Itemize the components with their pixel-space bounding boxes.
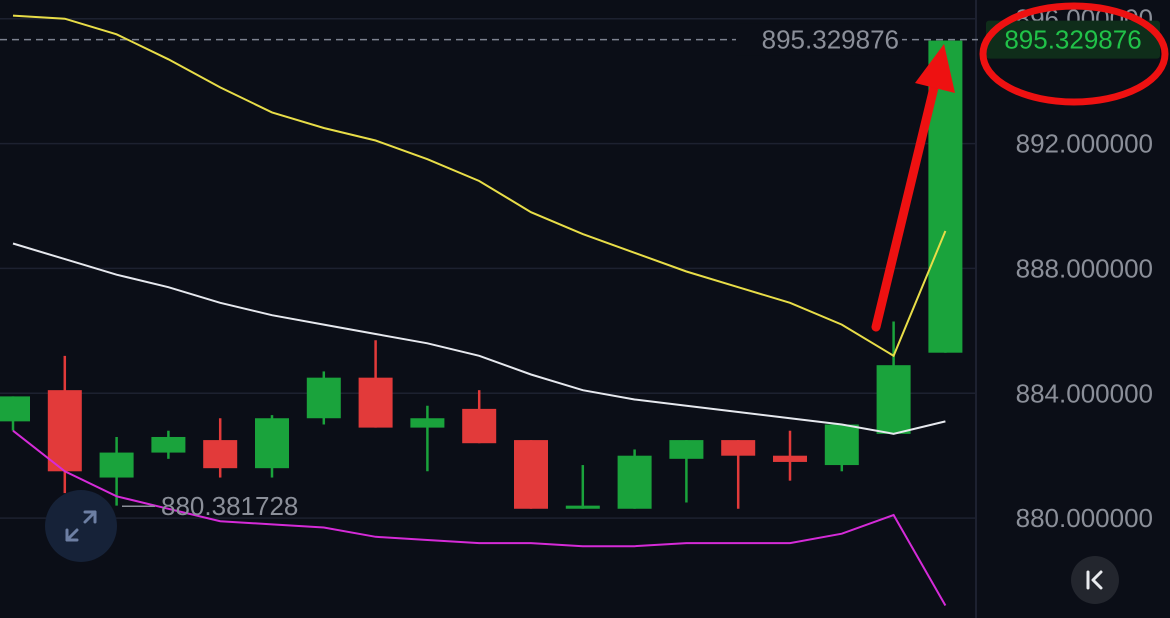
candle-body xyxy=(410,418,445,428)
candle-body xyxy=(462,408,497,444)
collapse-left-icon xyxy=(1086,570,1103,590)
expand-button[interactable] xyxy=(45,490,117,562)
candle-body xyxy=(824,424,859,466)
candle-body xyxy=(203,440,238,469)
annotation-arrow-head xyxy=(915,44,955,93)
candle xyxy=(410,405,445,472)
candle xyxy=(721,440,756,509)
candle-body xyxy=(255,418,289,469)
candle xyxy=(203,418,238,478)
y-tick-label: 892.000000 xyxy=(1016,129,1153,159)
candle-body xyxy=(514,440,548,509)
candle-body xyxy=(876,365,911,434)
current-price-line-label: 895.329876 xyxy=(762,25,899,55)
ma-lower-line xyxy=(12,429,947,606)
annotation-arrow-shaft xyxy=(871,70,942,332)
scroll-to-latest-button[interactable] xyxy=(1071,556,1119,604)
candle xyxy=(669,440,704,503)
candle xyxy=(824,424,859,472)
candle xyxy=(565,465,600,509)
min-marker-label: 880.381728 xyxy=(161,491,298,521)
ma-middle-line xyxy=(12,242,946,435)
candle xyxy=(876,321,911,434)
price-line-label-bg xyxy=(736,23,902,56)
ma-upper-line xyxy=(12,14,947,358)
candle-body xyxy=(358,377,393,428)
candle-body xyxy=(151,436,186,453)
candle-body xyxy=(0,396,30,422)
candle-body xyxy=(773,455,807,462)
candle xyxy=(358,340,393,428)
candle xyxy=(47,355,82,494)
expand-arrows-icon xyxy=(65,510,97,542)
candle-body xyxy=(669,440,704,459)
candle xyxy=(99,436,134,506)
y-tick-label: 880.000000 xyxy=(1016,503,1153,533)
candle-body xyxy=(47,390,82,472)
candle-body xyxy=(721,440,756,456)
candle-body xyxy=(306,377,341,419)
candle xyxy=(514,440,548,509)
candle-body xyxy=(565,505,600,509)
y-tick-label: 884.000000 xyxy=(1016,378,1153,408)
candle xyxy=(617,449,652,509)
candle xyxy=(306,371,341,425)
candle-body xyxy=(617,455,652,509)
y-tick-label: 888.000000 xyxy=(1016,253,1153,283)
annotation-circle xyxy=(979,2,1169,106)
candle-body xyxy=(99,452,134,478)
grid-lines xyxy=(0,17,976,519)
candles xyxy=(0,40,963,509)
current-price-badge-label: 895.329876 xyxy=(1004,25,1141,55)
y-axis-ticks: 896.000000892.000000888.000000884.000000… xyxy=(1016,4,1153,533)
candle xyxy=(462,390,497,444)
candle xyxy=(255,415,289,478)
candle xyxy=(0,396,30,431)
candle xyxy=(773,430,807,481)
candle xyxy=(151,430,186,459)
current-price-badge xyxy=(986,20,1160,59)
